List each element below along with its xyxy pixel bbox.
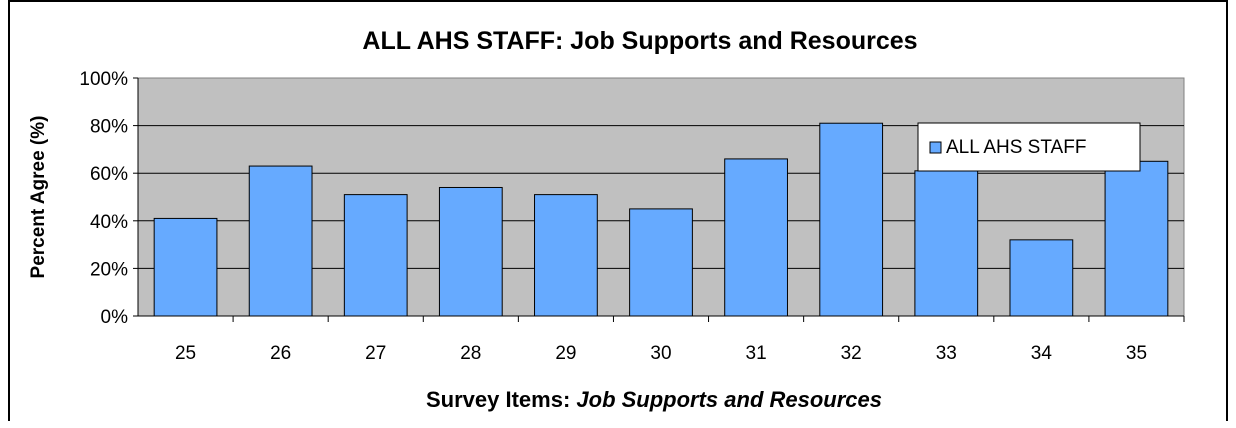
x-tick-label: 27 xyxy=(365,343,386,364)
legend: ALL AHS STAFF xyxy=(917,122,1141,172)
bar-33 xyxy=(914,170,979,317)
x-tick-label: 31 xyxy=(746,343,767,364)
chart-frame: ALL AHS STAFF: Job Supports and Resource… xyxy=(8,0,1228,421)
x-tick-label: 30 xyxy=(650,343,671,364)
legend-box xyxy=(917,122,1141,172)
legend-swatch xyxy=(929,141,942,154)
x-tick-label: 34 xyxy=(1031,343,1053,364)
bar-31 xyxy=(724,158,788,317)
bar-34 xyxy=(1009,239,1074,317)
x-tick-label: 26 xyxy=(270,343,291,364)
bar-25 xyxy=(153,217,218,317)
x-axis-label: Survey Items: Job Supports and Resources xyxy=(426,387,882,412)
chart-title: ALL AHS STAFF: Job Supports and Resource… xyxy=(362,27,917,55)
x-tick-label: 28 xyxy=(460,343,481,364)
x-tick-label: 25 xyxy=(175,343,196,364)
x-axis-label-italic: Job Supports and Resources xyxy=(576,387,882,412)
x-axis-label-prefix: Survey Items: xyxy=(426,387,576,412)
y-tick-label: 20% xyxy=(90,259,128,280)
bar-35 xyxy=(1104,160,1169,317)
y-tick-label: 100% xyxy=(79,69,128,90)
x-tick-label: 33 xyxy=(936,343,957,364)
x-tick-label: 35 xyxy=(1126,343,1147,364)
bar-28 xyxy=(438,186,503,317)
bar-27 xyxy=(343,194,408,317)
y-axis-label: Percent Agree (%) xyxy=(28,116,49,279)
bar-26 xyxy=(248,165,313,317)
bar-30 xyxy=(629,208,693,317)
bar-29 xyxy=(534,194,598,317)
bar-32 xyxy=(819,122,884,317)
y-tick-label: 80% xyxy=(90,117,128,138)
legend-label: ALL AHS STAFF xyxy=(946,137,1086,158)
y-tick-label: 40% xyxy=(90,212,128,233)
y-tick-label: 0% xyxy=(101,307,129,328)
y-tick-label: 60% xyxy=(90,164,128,185)
x-axis-ticks: 25 26 27 28 29 30 31 32 33 34 35 xyxy=(175,316,1185,364)
y-axis-ticks: 0% 20% 40% 60% 80% 100% xyxy=(79,69,138,328)
x-tick-label: 29 xyxy=(555,343,576,364)
bar-chart: ALL AHS STAFF: Job Supports and Resource… xyxy=(28,27,1185,412)
x-tick-label: 32 xyxy=(841,343,862,364)
